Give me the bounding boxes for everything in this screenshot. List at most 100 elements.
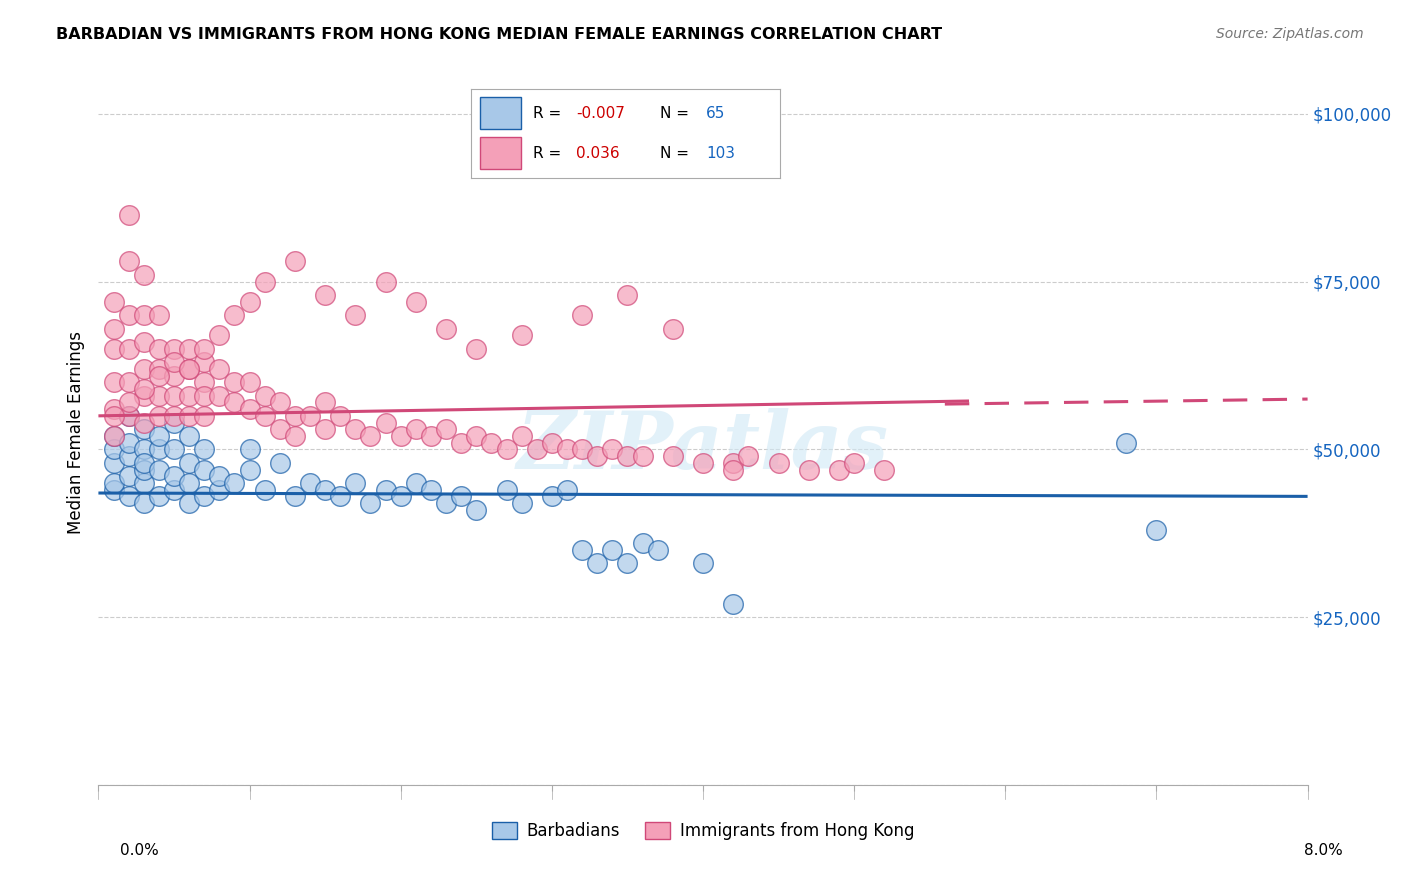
Text: N =: N = [659, 146, 689, 161]
Point [103, 402, 125, 417]
Point [540, 435, 562, 450]
Point [193, 462, 215, 476]
Point [148, 389, 170, 403]
Point [179, 362, 201, 376]
Point [360, 496, 382, 510]
Point [239, 402, 262, 417]
Point [269, 395, 291, 409]
Text: 103: 103 [706, 146, 735, 161]
Point [299, 409, 322, 423]
Point [723, 462, 745, 476]
Point [179, 362, 201, 376]
Point [540, 489, 562, 503]
Point [148, 442, 170, 457]
Point [148, 308, 170, 322]
Point [253, 409, 276, 423]
Point [239, 294, 262, 309]
Point [510, 328, 533, 343]
Point [118, 435, 141, 450]
Point [434, 496, 457, 510]
Point [163, 368, 186, 383]
Point [329, 409, 352, 423]
Point [118, 469, 141, 483]
Point [602, 543, 624, 558]
Point [571, 308, 593, 322]
Point [344, 308, 367, 322]
Point [193, 376, 215, 390]
Point [405, 294, 427, 309]
Point [103, 376, 125, 390]
Point [405, 475, 427, 490]
Point [193, 342, 215, 356]
Point [132, 362, 155, 376]
Point [132, 475, 155, 490]
Text: -0.007: -0.007 [576, 106, 626, 120]
Point [723, 597, 745, 611]
Point [571, 442, 593, 457]
Point [179, 429, 201, 443]
Point [768, 456, 790, 470]
Bar [481, 97, 520, 129]
Text: 0.0%: 0.0% [120, 843, 159, 858]
Point [844, 456, 866, 470]
Point [737, 449, 759, 463]
Point [1115, 435, 1137, 450]
Point [118, 207, 141, 221]
Point [118, 409, 141, 423]
Point [526, 442, 548, 457]
Point [586, 557, 609, 571]
Point [631, 536, 654, 550]
Point [103, 429, 125, 443]
Point [253, 483, 276, 497]
Point [450, 435, 472, 450]
Point [571, 543, 593, 558]
Text: ZIPatlas: ZIPatlas [517, 408, 889, 485]
Point [374, 416, 396, 430]
Point [103, 483, 125, 497]
Point [239, 462, 262, 476]
Point [148, 409, 170, 423]
Point [661, 449, 683, 463]
Point [465, 429, 488, 443]
Point [179, 342, 201, 356]
Point [148, 489, 170, 503]
Point [148, 342, 170, 356]
Point [148, 462, 170, 476]
Point [132, 462, 155, 476]
Point [132, 496, 155, 510]
Point [224, 475, 246, 490]
Point [193, 409, 215, 423]
Point [103, 456, 125, 470]
Point [510, 496, 533, 510]
Point [314, 483, 336, 497]
Point [510, 429, 533, 443]
Point [103, 475, 125, 490]
Point [148, 368, 170, 383]
Point [163, 483, 186, 497]
Point [193, 389, 215, 403]
Text: 0.036: 0.036 [576, 146, 620, 161]
Point [103, 342, 125, 356]
Point [374, 483, 396, 497]
Text: R =: R = [533, 106, 561, 120]
Point [344, 422, 367, 436]
Point [132, 382, 155, 396]
Text: N =: N = [659, 106, 689, 120]
Point [163, 355, 186, 369]
Point [193, 442, 215, 457]
Point [389, 489, 412, 503]
Point [828, 462, 851, 476]
Point [239, 376, 262, 390]
Point [193, 355, 215, 369]
Text: 8.0%: 8.0% [1303, 843, 1343, 858]
Point [661, 321, 683, 335]
Point [132, 334, 155, 349]
Point [103, 429, 125, 443]
Point [132, 268, 155, 282]
Point [284, 409, 307, 423]
Point [132, 416, 155, 430]
Point [103, 409, 125, 423]
Point [329, 489, 352, 503]
Text: BARBADIAN VS IMMIGRANTS FROM HONG KONG MEDIAN FEMALE EARNINGS CORRELATION CHART: BARBADIAN VS IMMIGRANTS FROM HONG KONG M… [56, 27, 942, 42]
Point [450, 489, 472, 503]
